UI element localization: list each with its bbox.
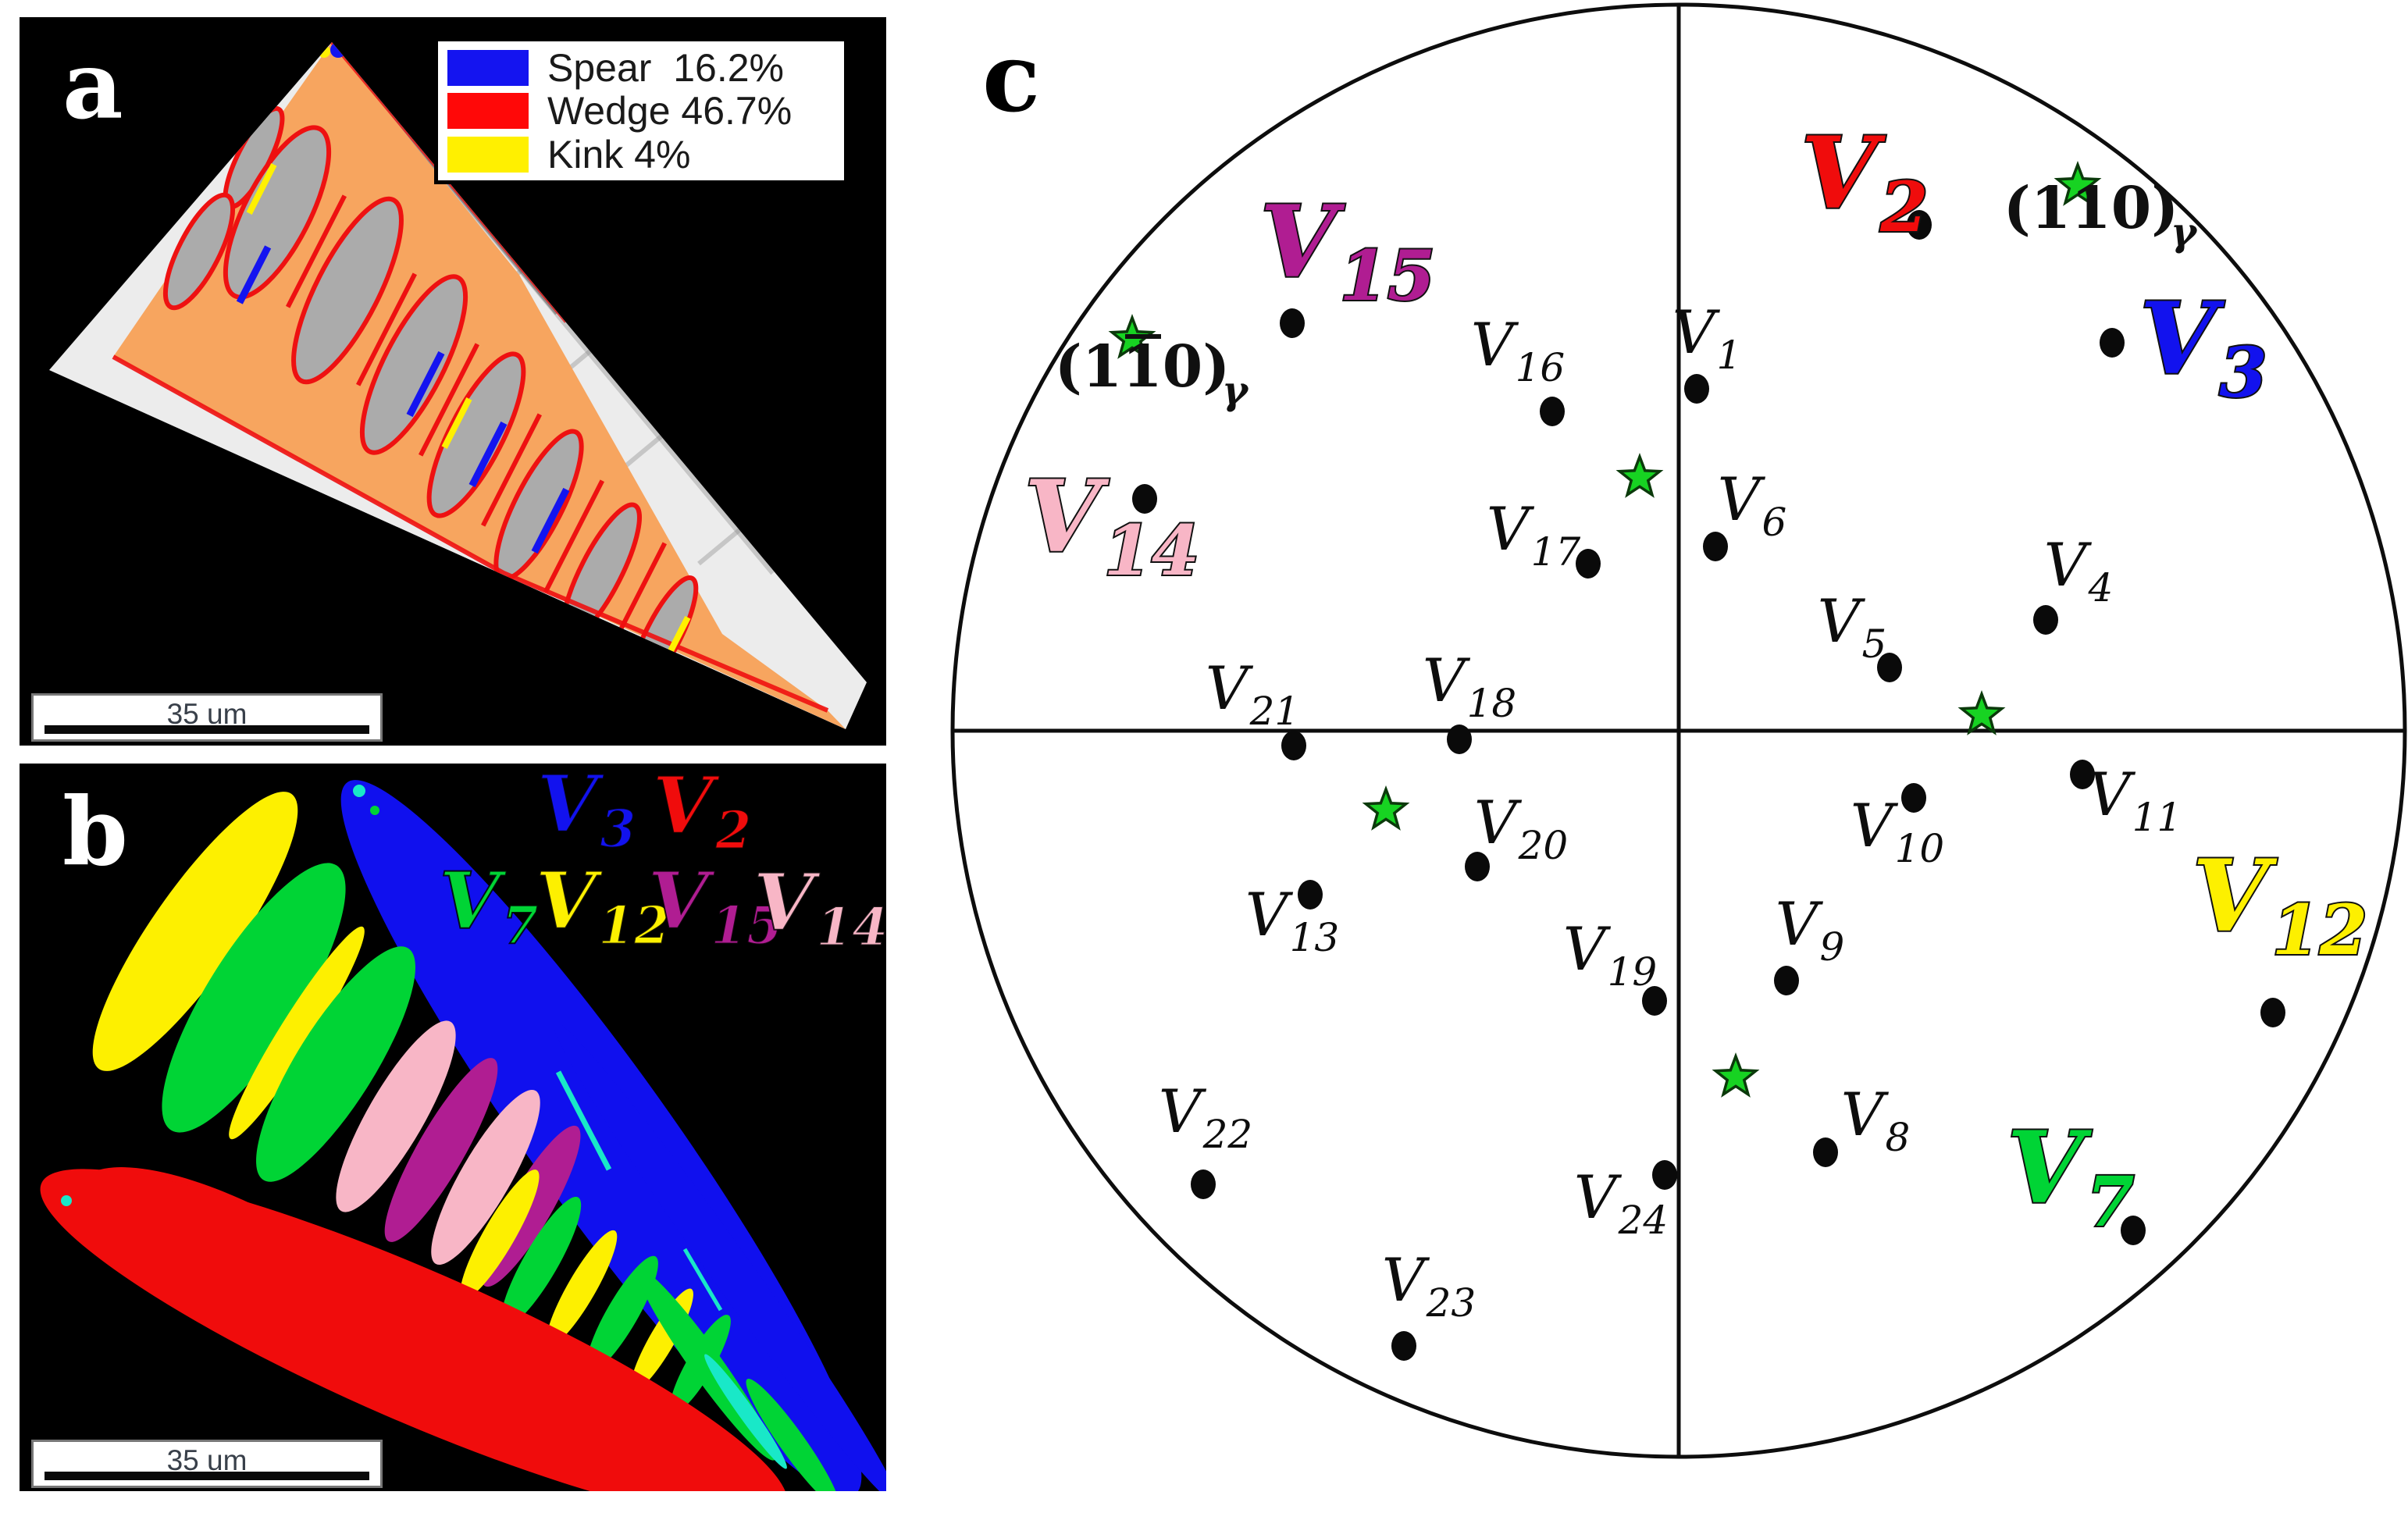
pole-point-dot-V15 bbox=[1280, 308, 1305, 338]
pole-point-dot-V6 bbox=[1703, 532, 1728, 561]
legend-row-2: Kink 4% bbox=[447, 134, 835, 175]
pole-point-dot-V5 bbox=[1877, 653, 1902, 682]
pole-point-dot-V7 bbox=[2121, 1216, 2146, 1245]
pole-point-label-V9: V9 bbox=[1776, 889, 1845, 970]
legend-row-0: Spear 16.2% bbox=[447, 48, 835, 88]
variant-label-V12: V12 bbox=[535, 854, 671, 956]
pole-point-label-V18: V18 bbox=[1423, 646, 1517, 726]
pole-point-dot-V21 bbox=[1281, 731, 1306, 760]
panel-b-letter: b bbox=[62, 777, 128, 887]
pole-point-dot-V12 bbox=[2260, 998, 2285, 1027]
pole-point-label-V20: V20 bbox=[1474, 788, 1569, 868]
legend-swatch-2 bbox=[447, 136, 529, 173]
pole-point-dot-V13 bbox=[1298, 880, 1323, 910]
pole-point-label-V12: V12 bbox=[2192, 838, 2367, 970]
pole-point-label-V19: V19 bbox=[1563, 914, 1658, 995]
legend-swatch-0 bbox=[447, 49, 529, 86]
pole-point-label-V14: V14 bbox=[1024, 459, 1199, 591]
pole-point-label-V22: V22 bbox=[1159, 1077, 1253, 1157]
pole-point-dot-V4 bbox=[2033, 605, 2058, 635]
pole-point-dot-V17 bbox=[1576, 549, 1601, 578]
variant-label-V2: V2 bbox=[652, 759, 753, 861]
pole-point-dot-V2 bbox=[1907, 210, 1932, 240]
panel-c-letter: c bbox=[982, 21, 1041, 134]
plane-label-1: (110) bbox=[2004, 175, 2179, 242]
pole-point-dot-V8 bbox=[1813, 1137, 1838, 1167]
panel-b-scalebar: 35 um bbox=[31, 1440, 383, 1488]
pole-point-dot-V16 bbox=[1540, 397, 1565, 426]
plane-label-gamma-0: γ bbox=[1222, 367, 1249, 413]
pole-point-dot-V23 bbox=[1391, 1331, 1416, 1361]
pole-point-label-V17: V17 bbox=[1487, 494, 1581, 575]
pole-point-dot-V18 bbox=[1447, 724, 1472, 754]
panel-a-scalebar-bar bbox=[45, 725, 369, 734]
plane-label-gamma-1: γ bbox=[2171, 208, 2198, 255]
pole-point-dot-V24 bbox=[1652, 1160, 1677, 1190]
panel-a-scalebar-label: 35 um bbox=[166, 698, 248, 730]
variant-label-V14: V14 bbox=[753, 856, 889, 958]
pole-point-label-V11: V11 bbox=[2088, 760, 2182, 840]
pole-point-label-V4: V4 bbox=[2044, 530, 2114, 611]
pole-point-label-V15: V15 bbox=[1260, 184, 1435, 316]
pole-point-label-V10: V10 bbox=[1851, 791, 1945, 871]
legend-swatch-1 bbox=[447, 93, 529, 129]
pole-point-label-V16: V16 bbox=[1471, 310, 1566, 390]
pole-point-dot-V19 bbox=[1642, 986, 1667, 1016]
austenite-pole-star-5 bbox=[1712, 1052, 1760, 1098]
variant-label-V3: V3 bbox=[536, 757, 637, 860]
pole-point-dot-V3 bbox=[2100, 328, 2125, 358]
pole-point-label-V7: V7 bbox=[2007, 1110, 2135, 1242]
pole-point-dot-V14 bbox=[1132, 484, 1157, 514]
pole-point-label-V3: V3 bbox=[2140, 281, 2267, 413]
variant-label-V7: V7 bbox=[439, 854, 540, 956]
pole-point-label-V1: V1 bbox=[1672, 297, 1742, 378]
pole-point-dot-V10 bbox=[1901, 783, 1926, 813]
panel-a-scalebar: 35 um bbox=[31, 693, 383, 742]
pole-point-dot-V11 bbox=[2070, 760, 2095, 789]
pole-point-label-V5: V5 bbox=[1818, 586, 1887, 667]
austenite-pole-star-3 bbox=[1362, 785, 1410, 831]
austenite-pole-star-2 bbox=[1615, 453, 1664, 498]
austenite-pole-star-1 bbox=[2054, 161, 2102, 206]
legend-label-2: Kink 4% bbox=[547, 132, 691, 176]
pole-point-dot-V22 bbox=[1191, 1169, 1216, 1199]
legend-label-1: Wedge 46.7% bbox=[547, 89, 793, 133]
panel-c-pole-figure: c V1 V2 V3 V4 V5 V6 V7 V8 V9 V10 V11 V12 V13 V14 V15 V1… bbox=[898, 0, 2408, 1513]
pole-point-label-V21: V21 bbox=[1206, 653, 1300, 734]
panel-b-scalebar-bar bbox=[45, 1472, 369, 1480]
panel-b-variant-map: b V3 V2 V7 V12 V15 V14 35 um bbox=[20, 757, 889, 1491]
pole-point-label-V8: V8 bbox=[1841, 1080, 1911, 1160]
pole-point-label-V23: V23 bbox=[1382, 1245, 1477, 1326]
pole-point-dot-V1 bbox=[1684, 374, 1709, 404]
panel-a-legend: Spear 16.2% Wedge 46.7% Kink 4% bbox=[434, 37, 848, 184]
plane-label-0: (110) bbox=[1055, 333, 1231, 400]
panel-a-letter: a bbox=[62, 30, 123, 141]
pole-point-dot-V9 bbox=[1774, 966, 1799, 995]
pole-point-dot-V20 bbox=[1465, 852, 1490, 881]
legend-row-1: Wedge 46.7% bbox=[447, 91, 835, 131]
pole-point-label-V2: V2 bbox=[1801, 116, 1929, 247]
pole-point-label-V13: V13 bbox=[1245, 880, 1340, 960]
austenite-pole-star-4 bbox=[1957, 690, 2006, 735]
panel-a-ebsd-map: a Spear 16.2% Wedge 46.7% Kink 4% 35 um bbox=[20, 17, 886, 746]
variant-label-V15: V15 bbox=[647, 854, 783, 956]
legend-label-0: Spear 16.2% bbox=[547, 45, 784, 90]
pole-point-label-V6: V6 bbox=[1718, 465, 1787, 545]
panel-b-scalebar-label: 35 um bbox=[166, 1444, 248, 1476]
panel-b-micrograph bbox=[40, 780, 886, 1491]
